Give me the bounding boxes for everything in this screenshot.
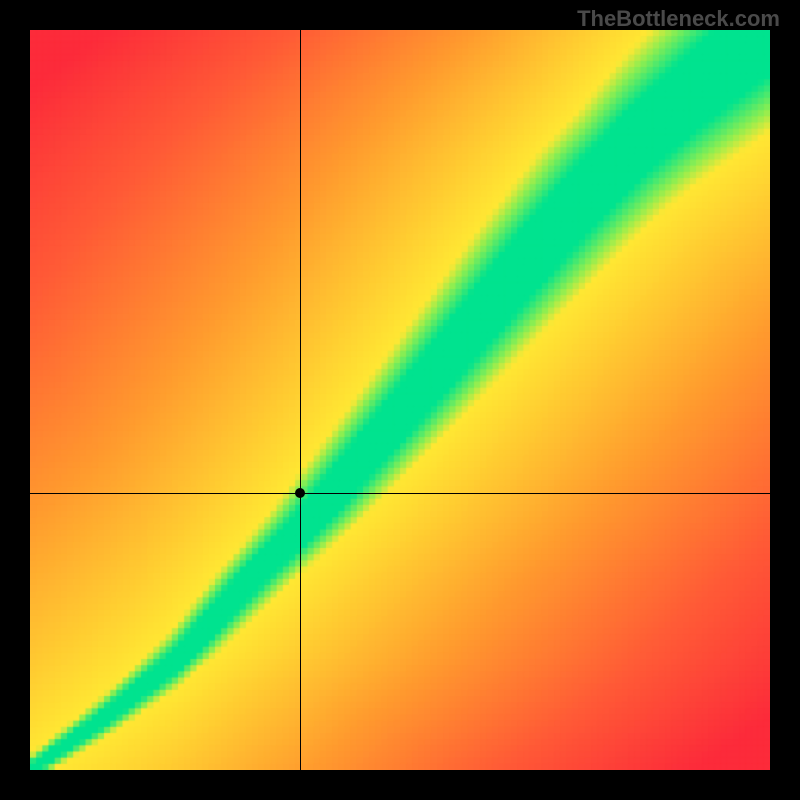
marker-dot bbox=[295, 488, 305, 498]
crosshair-vertical bbox=[300, 30, 301, 770]
plot-area bbox=[30, 30, 770, 770]
crosshair-horizontal bbox=[30, 493, 770, 494]
chart-container: TheBottleneck.com bbox=[0, 0, 800, 800]
heatmap-canvas bbox=[30, 30, 770, 770]
watermark-text: TheBottleneck.com bbox=[577, 6, 780, 32]
